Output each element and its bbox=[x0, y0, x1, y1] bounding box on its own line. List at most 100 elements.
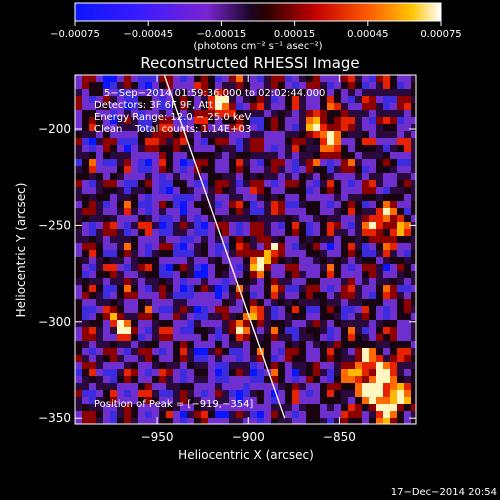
heatmap-cell bbox=[257, 75, 264, 82]
heatmap-cell bbox=[376, 194, 383, 201]
heatmap-cell bbox=[278, 278, 285, 285]
heatmap-cell bbox=[194, 131, 201, 138]
heatmap-cell bbox=[383, 89, 390, 96]
heatmap-cell bbox=[243, 89, 250, 96]
heatmap-cell bbox=[348, 390, 355, 397]
heatmap-cell bbox=[131, 124, 138, 131]
heatmap-cell bbox=[341, 201, 348, 208]
heatmap-cell bbox=[110, 411, 117, 418]
heatmap-cell bbox=[138, 194, 145, 201]
heatmap-cell bbox=[369, 327, 376, 334]
heatmap-cell bbox=[187, 411, 194, 418]
heatmap-cell bbox=[327, 194, 334, 201]
heatmap-cell bbox=[215, 75, 222, 82]
heatmap-cell bbox=[320, 222, 327, 229]
heatmap-cell bbox=[250, 383, 257, 390]
heatmap-cell bbox=[390, 418, 397, 424]
heatmap-cell bbox=[138, 327, 145, 334]
heatmap-cell bbox=[215, 166, 222, 173]
heatmap-cell bbox=[145, 327, 152, 334]
heatmap-cell bbox=[96, 131, 103, 138]
heatmap-cell bbox=[103, 348, 110, 355]
heatmap-cell bbox=[138, 278, 145, 285]
heatmap-cell bbox=[124, 271, 131, 278]
heatmap-cell bbox=[313, 229, 320, 236]
heatmap-cell bbox=[383, 187, 390, 194]
colorbar-ticks: −0.00075 −0.00045 −0.00015 0.00015 0.00045 0.… bbox=[50, 21, 462, 40]
heatmap-cell bbox=[320, 411, 327, 418]
heatmap-cell bbox=[264, 131, 271, 138]
heatmap-cell bbox=[341, 404, 348, 411]
heatmap-cell bbox=[131, 278, 138, 285]
heatmap-cell bbox=[166, 236, 173, 243]
heatmap-cell bbox=[334, 159, 341, 166]
heatmap-cell bbox=[250, 355, 257, 362]
heatmap-cell bbox=[306, 376, 313, 383]
heatmap-cell bbox=[180, 376, 187, 383]
heatmap-cell bbox=[271, 138, 278, 145]
heatmap-cell bbox=[96, 341, 103, 348]
heatmap-cell bbox=[285, 180, 292, 187]
heatmap-cell bbox=[397, 257, 404, 264]
heatmap-cell bbox=[152, 341, 159, 348]
heatmap-cell bbox=[131, 418, 138, 424]
heatmap-cell bbox=[82, 334, 89, 341]
heatmap-cell bbox=[131, 187, 138, 194]
heatmap-cell bbox=[229, 166, 236, 173]
heatmap-cell bbox=[173, 271, 180, 278]
heatmap-cell bbox=[152, 250, 159, 257]
heatmap-cell bbox=[327, 278, 334, 285]
heatmap-cell bbox=[362, 418, 369, 424]
heatmap-cell bbox=[201, 299, 208, 306]
heatmap-cell bbox=[264, 341, 271, 348]
heatmap-cell bbox=[96, 397, 103, 404]
heatmap-cell bbox=[187, 236, 194, 243]
heatmap-cell bbox=[180, 124, 187, 131]
heatmap-cell bbox=[257, 411, 264, 418]
heatmap-cell bbox=[138, 306, 145, 313]
heatmap-cell bbox=[131, 89, 138, 96]
heatmap-cell bbox=[180, 145, 187, 152]
heatmap-cell bbox=[348, 348, 355, 355]
heatmap-cell bbox=[236, 124, 243, 131]
colorbar-tick-label: −0.00075 bbox=[50, 29, 100, 40]
heatmap-cell bbox=[75, 166, 82, 173]
heatmap-cell bbox=[278, 103, 285, 110]
heatmap-cell bbox=[229, 313, 236, 320]
heatmap-cell bbox=[299, 159, 306, 166]
heatmap-cell bbox=[369, 124, 376, 131]
heatmap-cell bbox=[313, 96, 320, 103]
heatmap-cell bbox=[250, 306, 257, 313]
heatmap-cell bbox=[152, 229, 159, 236]
heatmap-cell bbox=[278, 145, 285, 152]
heatmap-cell bbox=[250, 187, 257, 194]
heatmap-cell bbox=[75, 187, 82, 194]
heatmap-cell bbox=[334, 222, 341, 229]
heatmap-cell bbox=[201, 257, 208, 264]
heatmap-cell bbox=[278, 138, 285, 145]
heatmap-cell bbox=[152, 418, 159, 424]
heatmap-cell bbox=[194, 243, 201, 250]
heatmap-cell bbox=[320, 355, 327, 362]
heatmap-cell bbox=[369, 208, 376, 215]
heatmap-cell bbox=[250, 138, 257, 145]
heatmap-cell bbox=[306, 194, 313, 201]
heatmap-cell bbox=[411, 411, 416, 418]
heatmap-cell bbox=[194, 250, 201, 257]
heatmap-cell bbox=[313, 278, 320, 285]
heatmap-cell bbox=[117, 180, 124, 187]
heatmap-cell bbox=[194, 257, 201, 264]
heatmap-cell bbox=[89, 383, 96, 390]
heatmap-cell bbox=[411, 264, 416, 271]
heatmap-cell bbox=[257, 187, 264, 194]
heatmap-cell bbox=[243, 418, 250, 424]
heatmap-cell bbox=[75, 264, 82, 271]
heatmap-cell bbox=[180, 327, 187, 334]
heatmap-cell bbox=[383, 152, 390, 159]
heatmap-cell bbox=[159, 236, 166, 243]
heatmap-cell bbox=[166, 194, 173, 201]
heatmap-cell bbox=[313, 285, 320, 292]
heatmap-cell bbox=[124, 404, 131, 411]
heatmap-cell bbox=[355, 215, 362, 222]
heatmap-cell bbox=[166, 271, 173, 278]
